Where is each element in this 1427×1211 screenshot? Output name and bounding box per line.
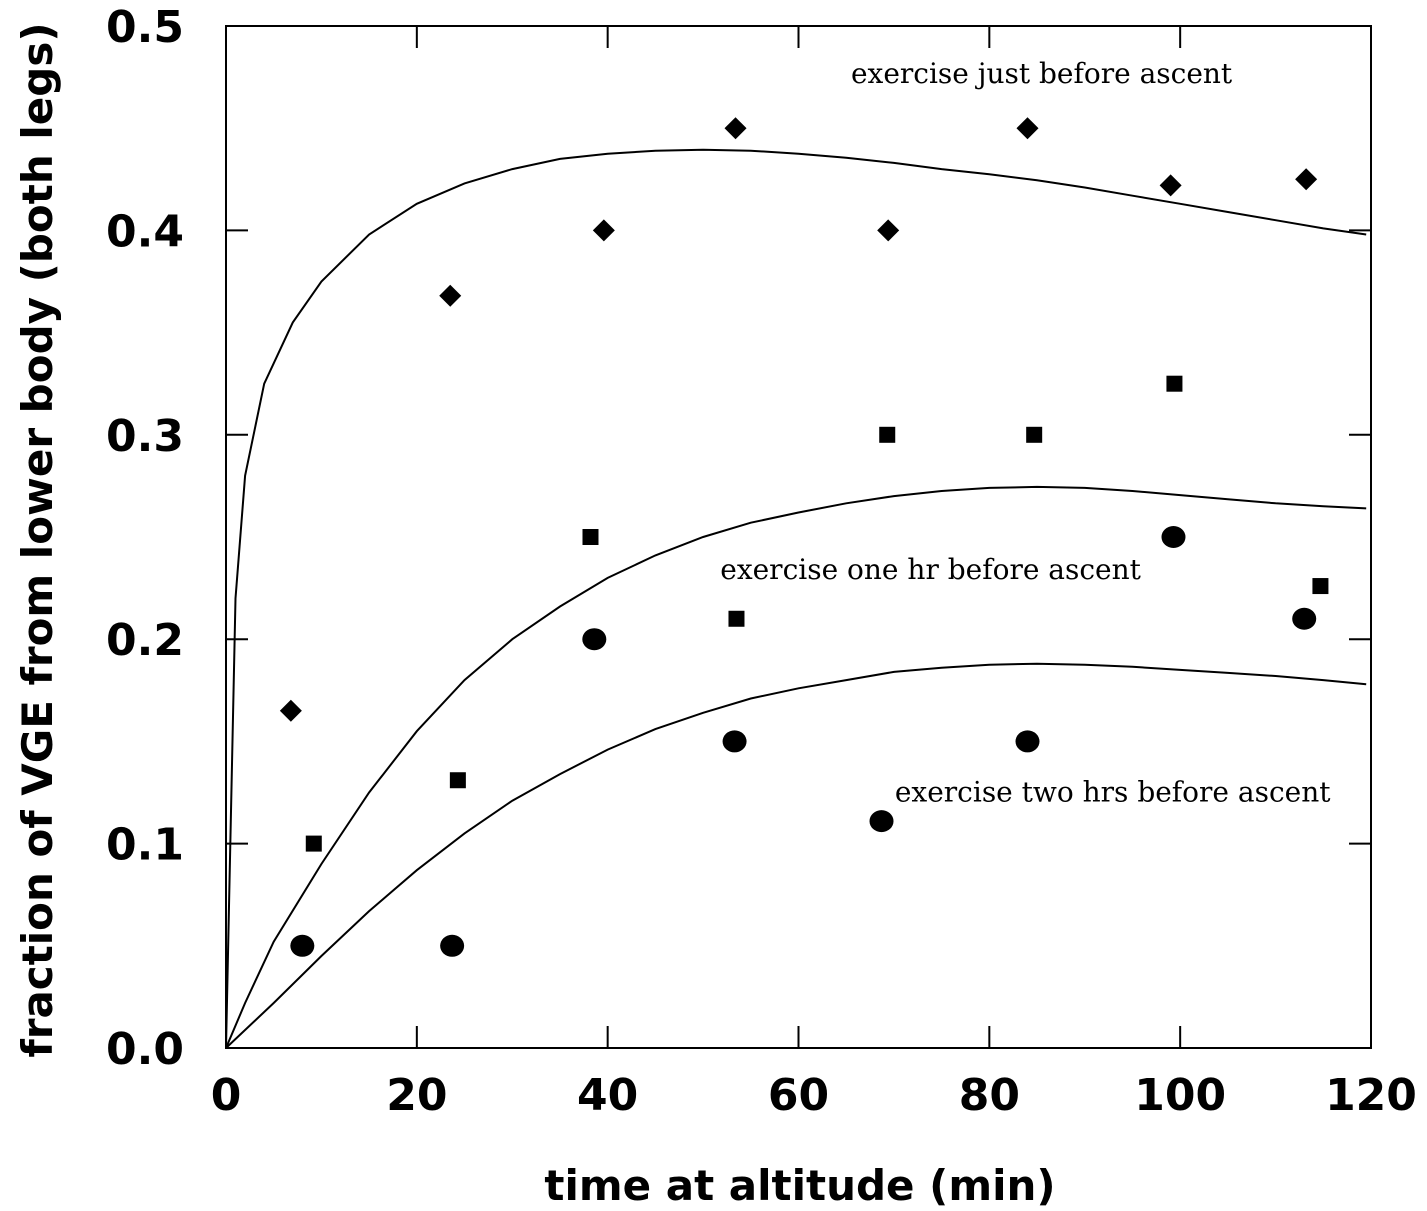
diamond-point bbox=[877, 219, 900, 242]
fit-curve-circle bbox=[225, 662, 1367, 1049]
square-point bbox=[1026, 426, 1043, 443]
diamond-point bbox=[1159, 174, 1182, 197]
square-point bbox=[582, 529, 599, 545]
circle-point bbox=[1292, 607, 1317, 630]
circle-point bbox=[869, 810, 894, 833]
circle-point bbox=[290, 934, 315, 957]
circle-point bbox=[440, 934, 465, 957]
x-tick-label: 20 bbox=[386, 1070, 447, 1121]
square-point bbox=[305, 835, 322, 852]
x-tick-label: 120 bbox=[1325, 1070, 1417, 1121]
x-tick-label: 0 bbox=[211, 1070, 242, 1121]
series-annotation: exercise one hr before ascent bbox=[720, 553, 1141, 586]
circle-point bbox=[582, 628, 607, 651]
square-point bbox=[879, 426, 896, 443]
diamond-point bbox=[592, 219, 615, 242]
circle-point bbox=[1161, 526, 1186, 548]
plot-frame bbox=[225, 25, 1372, 1049]
y-tick-label: 0.4 bbox=[106, 206, 184, 257]
square-point bbox=[1166, 375, 1183, 392]
x-tick-label: 40 bbox=[577, 1070, 638, 1121]
diamond-point bbox=[279, 699, 302, 722]
square-point bbox=[449, 772, 466, 789]
circle-point bbox=[722, 730, 747, 753]
square-point bbox=[728, 610, 745, 627]
fit-curve-square bbox=[225, 485, 1367, 1049]
x-tick-label: 80 bbox=[959, 1070, 1020, 1121]
y-tick-label: 0.1 bbox=[106, 820, 184, 871]
diamond-point bbox=[439, 284, 462, 307]
y-tick-label: 0.2 bbox=[106, 615, 184, 666]
series-annotation: exercise just before ascent bbox=[851, 57, 1233, 90]
circle-point bbox=[1015, 730, 1040, 753]
fit-curve-diamond bbox=[225, 148, 1367, 1049]
series-annotation: exercise two hrs before ascent bbox=[895, 776, 1331, 809]
diamond-point bbox=[724, 117, 747, 140]
square-point bbox=[1312, 578, 1329, 595]
y-tick-label: 0.0 bbox=[106, 1024, 184, 1075]
x-tick-label: 60 bbox=[768, 1070, 829, 1121]
y-tick-label: 0.3 bbox=[106, 411, 184, 462]
x-axis-title: time at altitude (min) bbox=[544, 1161, 1055, 1210]
x-tick-label: 100 bbox=[1134, 1070, 1226, 1121]
diamond-point bbox=[1016, 117, 1039, 140]
y-axis-title: fraction of VGE from lower body (both le… bbox=[13, 22, 62, 1057]
y-tick-label: 0.5 bbox=[106, 2, 184, 53]
diamond-point bbox=[1295, 168, 1318, 191]
